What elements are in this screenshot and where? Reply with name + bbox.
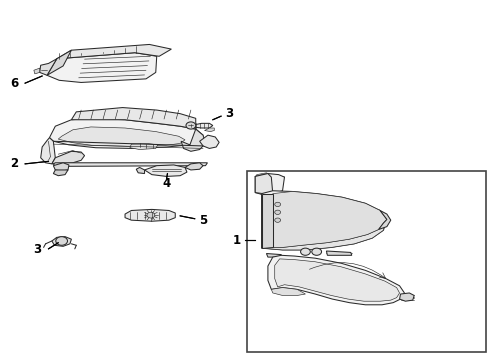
Polygon shape [57, 44, 171, 59]
Polygon shape [49, 118, 203, 148]
Polygon shape [190, 123, 212, 128]
Polygon shape [58, 127, 184, 146]
Polygon shape [255, 174, 284, 194]
Polygon shape [261, 223, 383, 250]
Polygon shape [34, 68, 40, 74]
Circle shape [185, 122, 195, 129]
Polygon shape [199, 135, 219, 148]
Polygon shape [266, 253, 282, 257]
Polygon shape [184, 163, 203, 170]
Polygon shape [267, 255, 404, 305]
Polygon shape [130, 143, 158, 149]
Polygon shape [274, 259, 399, 301]
Circle shape [56, 237, 67, 245]
Polygon shape [272, 192, 386, 247]
Polygon shape [256, 173, 267, 194]
Text: 1: 1 [232, 234, 240, 247]
Text: 4: 4 [162, 177, 170, 190]
Polygon shape [71, 108, 195, 129]
Polygon shape [326, 251, 351, 255]
Polygon shape [181, 129, 205, 151]
FancyBboxPatch shape [246, 171, 485, 352]
Polygon shape [40, 59, 57, 75]
Polygon shape [204, 128, 214, 132]
Polygon shape [255, 174, 272, 194]
Text: 3: 3 [224, 107, 232, 120]
Text: 2: 2 [10, 157, 19, 170]
Polygon shape [52, 237, 71, 246]
Text: 5: 5 [199, 214, 207, 227]
Circle shape [311, 248, 321, 255]
Circle shape [274, 202, 280, 207]
Polygon shape [261, 191, 386, 250]
Polygon shape [41, 138, 55, 164]
Polygon shape [53, 163, 207, 166]
Circle shape [274, 218, 280, 222]
Text: 6: 6 [10, 77, 19, 90]
Text: 3: 3 [33, 243, 41, 256]
Polygon shape [271, 288, 305, 296]
Polygon shape [144, 165, 186, 176]
Circle shape [147, 212, 155, 218]
Polygon shape [47, 53, 157, 82]
Circle shape [274, 210, 280, 215]
Polygon shape [53, 170, 68, 176]
Polygon shape [261, 194, 272, 248]
Circle shape [300, 248, 310, 255]
Polygon shape [399, 293, 413, 301]
Polygon shape [47, 50, 71, 75]
Polygon shape [136, 167, 144, 174]
Polygon shape [53, 163, 69, 171]
Polygon shape [125, 210, 175, 221]
Polygon shape [378, 211, 390, 229]
Polygon shape [52, 151, 84, 164]
